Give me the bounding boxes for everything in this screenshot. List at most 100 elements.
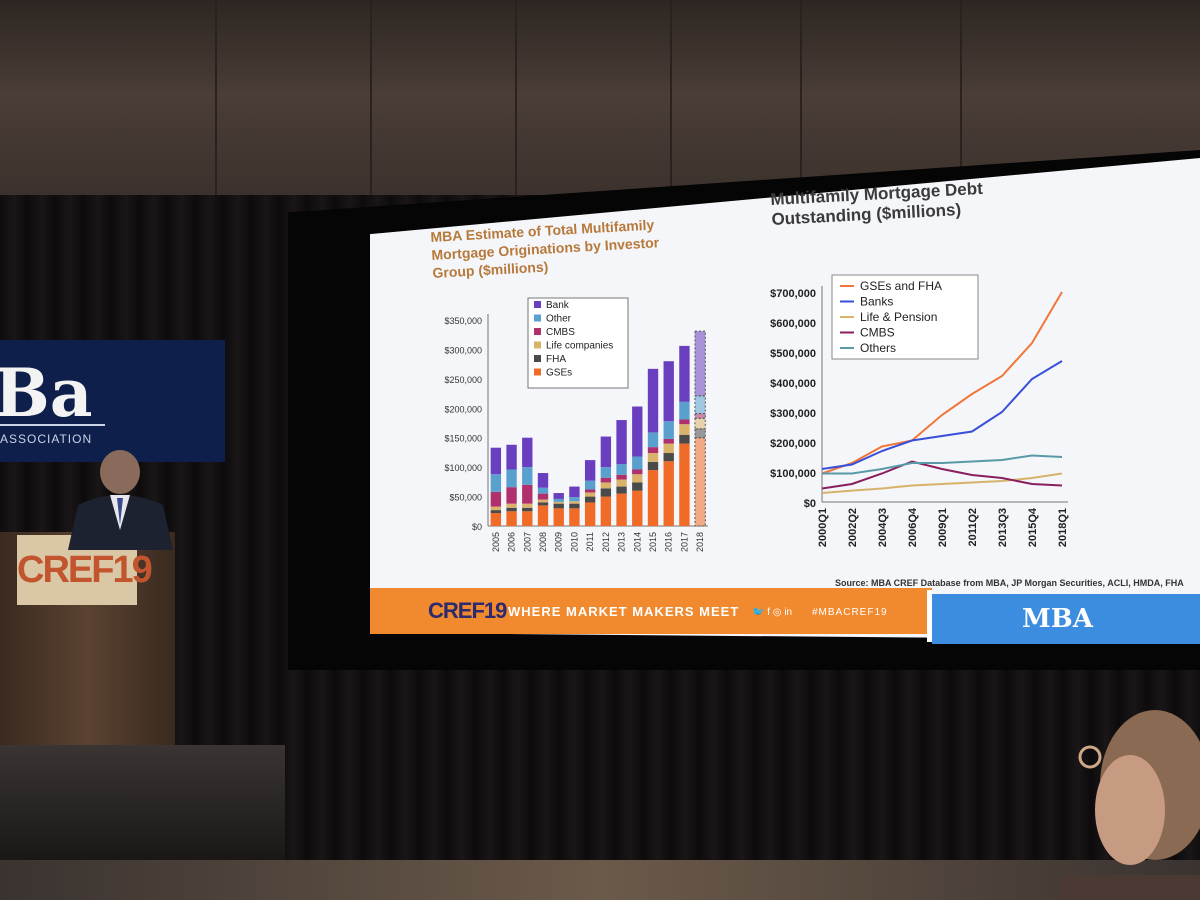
bar-segment <box>694 437 706 527</box>
bar-segment <box>679 401 690 420</box>
footer-tagline: WHERE MARKET MAKERS MEET <box>508 604 740 619</box>
y-tick-label: $100,000 <box>444 463 482 473</box>
bar-segment <box>679 443 690 526</box>
legend-label: Banks <box>860 295 893 309</box>
mba-banner: Ba ASSOCIATION <box>0 340 225 462</box>
bar-segment <box>663 443 674 454</box>
legend-label: Bank <box>546 300 570 311</box>
bar-segment <box>694 428 706 439</box>
bar-segment <box>616 479 627 487</box>
bar-segment <box>600 436 612 468</box>
ceiling-panel <box>515 0 672 200</box>
ceiling-panel <box>0 0 217 200</box>
bar-segment <box>506 444 517 470</box>
banner-divider <box>0 424 105 426</box>
y-tick-label: $100,000 <box>770 468 816 480</box>
y-tick-label: $200,000 <box>770 438 816 450</box>
y-tick-label: $200,000 <box>444 404 482 414</box>
bar-segment <box>663 421 674 439</box>
ceiling-panel <box>670 0 802 200</box>
legend-label: Others <box>860 341 896 355</box>
bar-segment <box>584 502 596 526</box>
slide-footer <box>370 588 932 634</box>
twitter-icon: 🐦 <box>752 607 765 618</box>
bar-segment <box>632 469 643 475</box>
bar-segment <box>663 438 674 444</box>
floor <box>0 860 1200 900</box>
x-tick-label: 2009Q1 <box>937 508 949 547</box>
bar-segment <box>663 461 674 526</box>
series-line <box>821 291 1063 475</box>
bar-segment <box>616 474 627 480</box>
bar-segment <box>584 460 596 481</box>
bar-segment <box>616 493 627 526</box>
bar-segment <box>522 467 533 485</box>
bar-segment <box>679 345 690 402</box>
x-tick-label: 2017 <box>679 532 689 552</box>
x-tick-label: 2006 <box>507 532 517 552</box>
cref19-logo: CREF19 <box>428 598 507 623</box>
bar-segment <box>522 484 533 504</box>
x-tick-label: 2015 <box>648 532 658 552</box>
bar-segment <box>600 467 612 478</box>
instagram-icon: ◎ <box>772 607 782 618</box>
y-tick-label: $300,000 <box>770 408 816 420</box>
bar-segment <box>632 474 643 483</box>
legend-label: CMBS <box>860 326 895 340</box>
bar-segment <box>679 424 690 435</box>
bar-segment <box>490 510 502 514</box>
bar-segment <box>694 417 706 430</box>
bar-segment <box>632 490 643 526</box>
legend-box <box>527 297 629 389</box>
debt-outstanding-line-chart: $700,000 $600,000 $500,000 $400,000 $300,000… <box>770 274 1069 547</box>
legend-label: GSEs and FHA <box>860 279 942 293</box>
x-tick-label: 2014 <box>632 532 642 552</box>
bar-segment <box>584 496 596 503</box>
bar-segment <box>553 508 564 526</box>
bar-segment <box>647 461 659 471</box>
audience-member <box>1060 710 1200 900</box>
bar-segment <box>506 511 517 526</box>
bar-segment <box>490 447 502 475</box>
bar-segment <box>537 473 549 488</box>
y-tick-label: $0 <box>472 522 482 532</box>
footer-divider <box>927 590 933 642</box>
x-tick-label: 2004Q3 <box>877 508 889 547</box>
legend-label: GSEs <box>546 368 572 379</box>
y-tick-label: $700,000 <box>770 288 816 300</box>
bar-segment <box>600 488 612 497</box>
y-tick-label: $250,000 <box>444 375 482 385</box>
footer-hashtag: #MBACREF19 <box>812 607 888 618</box>
bar-segment <box>647 470 659 526</box>
legend-label: Other <box>546 314 572 325</box>
bar-segment <box>663 361 674 422</box>
series-line <box>822 454 1063 475</box>
banner-logo-text: Ba <box>0 354 93 432</box>
linkedin-icon: in <box>784 607 793 618</box>
mba-logo: MBA <box>1022 604 1093 634</box>
presentation-slide <box>370 158 1200 640</box>
bar-segment <box>522 511 533 526</box>
legend-label: Life companies <box>546 341 613 352</box>
bar-segment <box>537 499 549 503</box>
series-line <box>821 460 1063 490</box>
bar-segment <box>537 502 549 506</box>
x-tick-label: 2005 <box>491 532 501 552</box>
x-tick-label: 2011Q2 <box>967 508 979 547</box>
bar-segment <box>679 419 690 425</box>
x-tick-label: 2012 <box>601 532 611 552</box>
bar-segment <box>537 493 549 500</box>
bar-segment <box>632 482 643 491</box>
y-tick-label: $600,000 <box>770 318 816 330</box>
x-tick-label: 2013 <box>617 532 627 552</box>
bar-segment <box>490 513 502 526</box>
y-tick-label: $350,000 <box>444 316 482 326</box>
bar-segment <box>537 487 549 494</box>
bar-segment <box>569 508 580 526</box>
bar-segment <box>679 434 690 444</box>
ceiling-panel <box>370 0 517 200</box>
bar-segment <box>647 453 659 462</box>
bar-segment <box>569 503 580 509</box>
legend-swatch <box>534 341 541 349</box>
y-tick-label: $150,000 <box>444 434 482 444</box>
